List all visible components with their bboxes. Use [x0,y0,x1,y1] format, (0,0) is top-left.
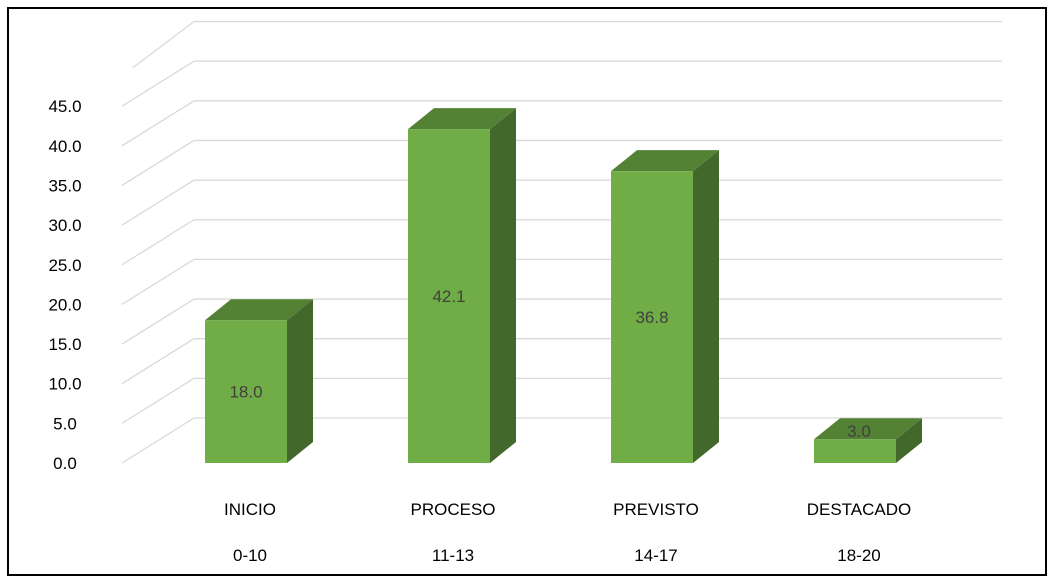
bar-top [205,299,313,321]
gridline-diagonal [132,20,195,69]
bar-side [693,150,719,463]
bar-top [814,418,922,440]
y-tick-label: 40.0 [48,137,81,156]
y-tick-label: 5.0 [53,414,77,433]
gridline-diagonal [121,258,195,305]
data-label: 18.0 [229,383,262,402]
bar-previsto [611,150,719,463]
bar-side [490,108,516,463]
category-range-label: 0-10 [233,546,267,565]
bar-top [611,150,719,172]
data-label: 3.0 [847,422,871,441]
y-tick-label: 20.0 [48,295,81,314]
y-tick-label: 45.0 [48,97,81,116]
bar-front [814,439,896,463]
y-axis-ticks: 0.0 5.0 10.0 15.0 20.0 25.0 30.0 35.0 40.0 45.0 [48,97,81,473]
data-label: 36.8 [635,308,668,327]
bar-side [287,299,313,463]
bar-front [205,320,287,463]
bar-inicio [205,299,313,463]
x-axis-categories: INICIO 0-10 PROCESO 11-13 PREVISTO 14-17 DESTA… [224,500,911,565]
bar-side [896,418,922,463]
category-range-label: 18-20 [837,546,880,565]
gridline-diagonal [121,219,195,266]
bar-front [408,129,490,463]
y-tick-label: 25.0 [48,256,81,275]
gridline-diagonal [121,298,195,345]
gridline-diagonal [121,338,195,385]
category-label: INICIO [224,500,276,519]
data-labels: 18.0 42.1 36.8 3.0 [229,287,870,441]
bar-chart-3d: 0.0 5.0 10.0 15.0 20.0 25.0 30.0 35.0 40.0 45.0 1… [48,20,1002,565]
category-label: PROCESO [410,500,495,519]
y-tick-label: 35.0 [48,176,81,195]
bar-destacado [814,418,922,463]
category-range-label: 11-13 [432,546,474,565]
category-label: PREVISTO [613,500,699,519]
bar-top [408,108,516,130]
bar-front [611,171,693,463]
chart-frame: 0.0 5.0 10.0 15.0 20.0 25.0 30.0 35.0 40.0 45.0 1… [7,7,1047,576]
gridline-diagonal [121,377,195,424]
y-tick-label: 15.0 [48,335,81,354]
bar-proceso [408,108,516,463]
gridline-diagonal [121,179,195,226]
y-tick-label: 30.0 [48,216,81,235]
y-tick-label: 10.0 [48,375,81,394]
category-label: DESTACADO [807,500,912,519]
gridlines [121,20,1002,464]
gridline-diagonal [121,139,195,187]
category-range-label: 14-17 [634,546,677,565]
bars [205,108,922,463]
gridline-diagonal [121,60,195,107]
y-tick-label: 0.0 [53,454,77,473]
gridline-diagonal [121,100,195,147]
gridline-diagonal [121,417,195,464]
data-label: 42.1 [432,287,465,306]
